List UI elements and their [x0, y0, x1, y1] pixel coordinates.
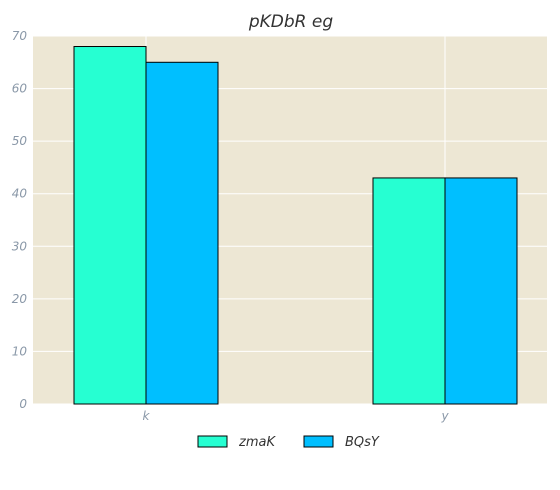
y-tick-label: 60: [12, 82, 28, 96]
y-tick-label: 50: [12, 134, 28, 148]
bar-zmaK-y: [372, 177, 446, 405]
chart-title: pKDbR eg: [248, 12, 333, 32]
legend-label: BQsY: [345, 435, 380, 450]
y-tick-label: 30: [12, 239, 28, 253]
x-tick-label: y: [440, 409, 449, 423]
legend-swatch: [303, 435, 334, 448]
bar-BQsY-k: [145, 61, 219, 405]
y-tick-label: 0: [19, 397, 27, 411]
bar-zmaK-k: [73, 46, 147, 405]
legend-label: zmaK: [238, 435, 276, 450]
y-axis-ticks: 0 10 20 30 40 50 60 70: [12, 29, 28, 411]
y-tick-label: 70: [12, 29, 28, 43]
x-tick-label: k: [143, 409, 151, 423]
y-tick-label: 10: [12, 344, 28, 358]
legend-swatch: [197, 435, 228, 448]
y-tick-label: 20: [12, 292, 28, 306]
bar-BQsY-y: [444, 177, 518, 405]
legend: zmaK BQsY: [197, 435, 380, 450]
y-tick-label: 40: [12, 187, 28, 201]
bars: [73, 46, 518, 405]
